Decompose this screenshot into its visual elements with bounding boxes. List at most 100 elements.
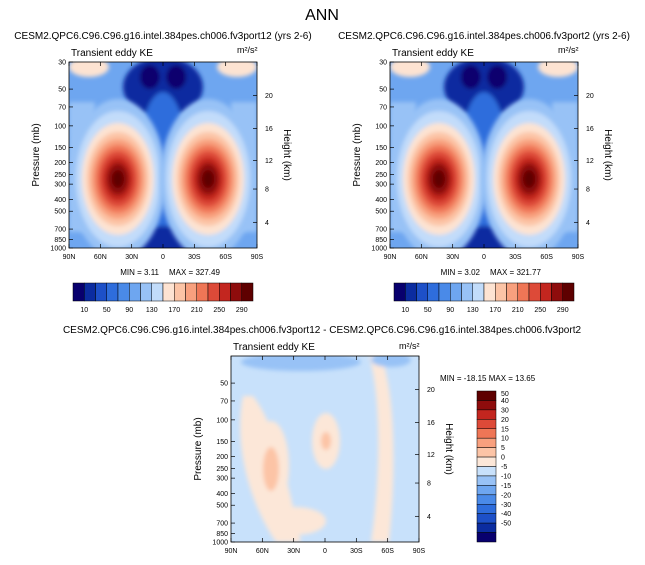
y-tick-label: 30	[58, 60, 66, 67]
y-tick-label: 700	[216, 521, 228, 528]
colorbar-box	[476, 437, 497, 448]
panel-difference: 90N 60N 30N 0 30S 60S 90S507010015020025030040…	[63, 325, 582, 555]
y2-tick-label: 12	[586, 158, 594, 165]
colorbar-label: 10	[80, 307, 88, 314]
y-tick-label: 300	[54, 182, 66, 189]
y-tick-label: 150	[216, 439, 228, 446]
x-tick-label: 90N	[225, 548, 238, 555]
y-tick-label: 100	[375, 123, 387, 130]
colorbar-label: 15	[501, 426, 509, 433]
contour-field	[231, 356, 419, 542]
colorbar-label: 170	[489, 307, 501, 314]
y-tick-label: 70	[220, 398, 228, 405]
colorbar-label: 5	[501, 445, 505, 452]
diff-negative-region	[371, 356, 411, 367]
colorbar-box	[393, 282, 406, 302]
colorbar-box	[162, 282, 175, 302]
y-tick-label: 50	[58, 87, 66, 94]
field-trop-min-n	[139, 65, 160, 89]
colorbar-box	[461, 282, 473, 302]
colorbar-box	[476, 456, 497, 467]
jet-contour-level	[523, 170, 536, 188]
colorbar-label: 90	[446, 307, 454, 314]
x-tick-label: 30S	[509, 254, 522, 261]
jet-south	[160, 99, 257, 248]
field-corner-ne	[217, 62, 257, 77]
colorbar-box	[450, 282, 462, 302]
panel-subtitle: Transient eddy KE	[71, 48, 153, 59]
units-label: m²/s²	[237, 45, 258, 55]
x-tick-label: 90S	[572, 254, 585, 261]
colorbar-box	[476, 447, 497, 458]
y-tick-label: 50	[220, 381, 228, 388]
colorbar-box	[476, 532, 497, 543]
colorbar-label: -20	[501, 492, 511, 499]
y-tick-label: 1000	[212, 540, 228, 547]
y-tick-label: 300	[216, 476, 228, 483]
y-tick-label: 1000	[371, 246, 387, 253]
y2-axis-label: Height (km)	[281, 129, 292, 181]
y-tick-label: 500	[54, 209, 66, 216]
panel-subtitle: Transient eddy KE	[233, 342, 315, 353]
y-tick-label: 250	[216, 466, 228, 473]
colorbar-box	[476, 513, 497, 524]
colorbar-box	[476, 409, 497, 420]
colorbar-box	[196, 282, 209, 302]
colorbar-box	[84, 282, 96, 302]
field-corner-nw	[69, 62, 109, 77]
y-tick-label: 200	[54, 160, 66, 167]
x-tick-label: 60S	[219, 254, 232, 261]
colorbar-label: 90	[125, 307, 133, 314]
colorbar-label: 50	[501, 391, 509, 398]
colorbar-label: -10	[501, 473, 511, 480]
colorbar-box	[476, 522, 497, 533]
jet-south	[481, 99, 578, 248]
x-tick-label: 90S	[413, 548, 426, 555]
y-tick-label: 200	[216, 454, 228, 461]
jet-north	[69, 99, 166, 248]
jet-contour-level	[202, 170, 215, 188]
colorbar-box	[151, 282, 164, 302]
colorbar-box	[476, 475, 497, 486]
panel-title: CESM2.QPC6.C96.C96.g16.intel.384pes.ch00…	[63, 325, 582, 336]
panel-subtitle: Transient eddy KE	[392, 48, 474, 59]
colorbar-label: -40	[501, 511, 511, 518]
colorbar-label: 250	[534, 307, 546, 314]
colorbar-label: 290	[557, 307, 569, 314]
diff-positive-region	[369, 356, 394, 542]
colorbar-box	[476, 466, 497, 477]
jet-contour-level	[432, 170, 445, 188]
colorbar-box	[476, 504, 497, 514]
diff-positive-core	[263, 447, 279, 491]
colorbar-box	[140, 282, 152, 302]
min-label: MIN = 3.02	[441, 268, 481, 277]
colorbar-box	[551, 282, 563, 302]
colorbar-box	[483, 282, 496, 302]
colorbar-label: 250	[213, 307, 225, 314]
x-tick-label: 0	[323, 548, 327, 555]
y-tick-label: 150	[54, 145, 66, 152]
diff-negative-region	[241, 356, 361, 371]
units-label: m²/s²	[558, 45, 579, 55]
y2-tick-label: 16	[265, 126, 273, 133]
colorbar-box	[562, 282, 575, 302]
x-tick-label: 60N	[415, 254, 428, 261]
x-tick-label: 60S	[381, 548, 394, 555]
diff-positive-core	[321, 432, 331, 450]
x-tick-label: 30N	[125, 254, 138, 261]
colorbar-box	[528, 282, 541, 302]
x-tick-label: 30S	[188, 254, 201, 261]
colorbar-box	[207, 282, 220, 302]
colorbar-label: 40	[501, 398, 509, 405]
colorbar-box	[472, 282, 485, 302]
colorbar-label: 210	[191, 307, 203, 314]
y2-axis-label: Height (km)	[602, 129, 613, 181]
units-label: m²/s²	[399, 341, 420, 351]
colorbar-box	[230, 282, 242, 302]
x-tick-label: 90N	[384, 254, 397, 261]
colorbar-box	[416, 282, 428, 302]
y2-tick-label: 16	[586, 126, 594, 133]
y2-tick-label: 20	[586, 93, 594, 100]
colorbar-box	[476, 419, 497, 429]
figure-title: ANN	[305, 7, 339, 24]
